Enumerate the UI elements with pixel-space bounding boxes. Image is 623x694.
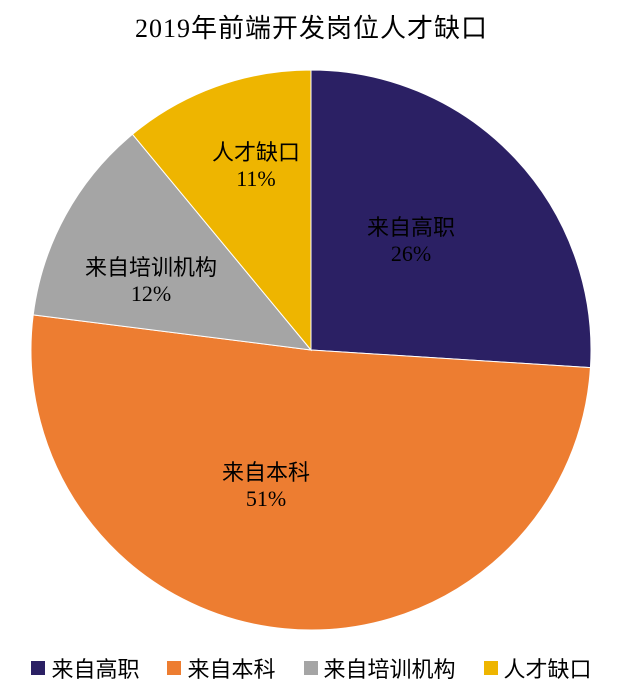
legend-item: 来自高职: [31, 652, 139, 684]
pie-wrap: 来自高职26%来自本科51%来自培训机构12%人才缺口11%: [16, 50, 606, 640]
legend: 来自高职 来自本科 来自培训机构 人才缺口: [0, 652, 623, 684]
legend-label: 来自高职: [51, 652, 139, 684]
legend-swatch: [304, 661, 318, 675]
legend-label: 人才缺口: [504, 652, 592, 684]
legend-item: 人才缺口: [484, 652, 592, 684]
pie-chart: 来自高职26%来自本科51%来自培训机构12%人才缺口11%: [16, 50, 606, 640]
chart-container: 2019年前端开发岗位人才缺口 来自高职26%来自本科51%来自培训机构12%人…: [0, 0, 623, 694]
legend-swatch: [484, 661, 498, 675]
legend-item: 来自培训机构: [304, 652, 456, 684]
pie-slice: [31, 315, 590, 630]
legend-label: 来自本科: [187, 652, 275, 684]
chart-title: 2019年前端开发岗位人才缺口: [0, 8, 623, 45]
legend-swatch: [31, 661, 45, 675]
legend-label: 来自培训机构: [324, 652, 456, 684]
legend-swatch: [167, 661, 181, 675]
legend-item: 来自本科: [167, 652, 275, 684]
